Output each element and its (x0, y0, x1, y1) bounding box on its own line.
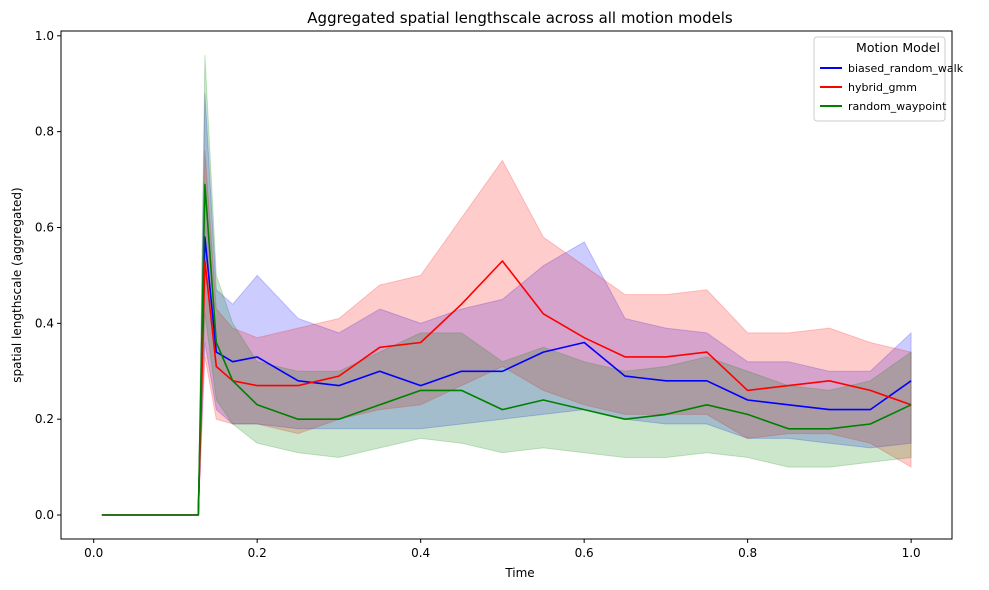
confidence-bands (101, 54, 912, 516)
x-tick-label: 0.2 (248, 546, 267, 560)
plot-area-frame (60, 30, 953, 540)
y-axis-label: spatial lengthscale (aggregated) (10, 187, 24, 382)
x-tick-label: 0.4 (411, 546, 430, 560)
x-tick-label: 1.0 (902, 546, 921, 560)
line-biased_random_walk (101, 236, 912, 516)
y-tick-label: 0.2 (35, 412, 54, 426)
y-axis: 0.0 0.2 0.4 0.6 0.8 1.0 (35, 29, 61, 522)
x-axis-label: Time (504, 566, 534, 580)
y-tick-label: 0.4 (35, 316, 54, 330)
chart-title: Aggregated spatial lengthscale across al… (307, 9, 733, 27)
line-hybrid_gmm (101, 260, 912, 516)
legend-items: biased_random_walk hybrid_gmm random_waypo… (820, 62, 964, 113)
band-biased_random_walk (101, 93, 912, 516)
legend-label-random_waypoint: random_waypoint (848, 100, 947, 113)
legend-title: Motion Model (856, 40, 940, 55)
x-tick-label: 0.8 (738, 546, 757, 560)
x-axis: 0.0 0.2 0.4 0.6 0.8 1.0 (84, 539, 921, 560)
y-tick-label: 0.0 (35, 508, 54, 522)
series-lines (101, 183, 912, 516)
y-tick-label: 1.0 (35, 29, 54, 43)
legend-label-biased_random_walk: biased_random_walk (848, 62, 964, 75)
x-tick-label: 0.0 (84, 546, 103, 560)
y-tick-label: 0.6 (35, 220, 54, 234)
legend-label-hybrid_gmm: hybrid_gmm (848, 81, 917, 94)
x-tick-label: 0.6 (575, 546, 594, 560)
legend-box (813, 36, 946, 122)
y-tick-label: 0.8 (35, 125, 54, 139)
legend: Motion Model biased_random_walk hybrid_gm… (813, 36, 964, 122)
line-random_waypoint (101, 183, 912, 516)
